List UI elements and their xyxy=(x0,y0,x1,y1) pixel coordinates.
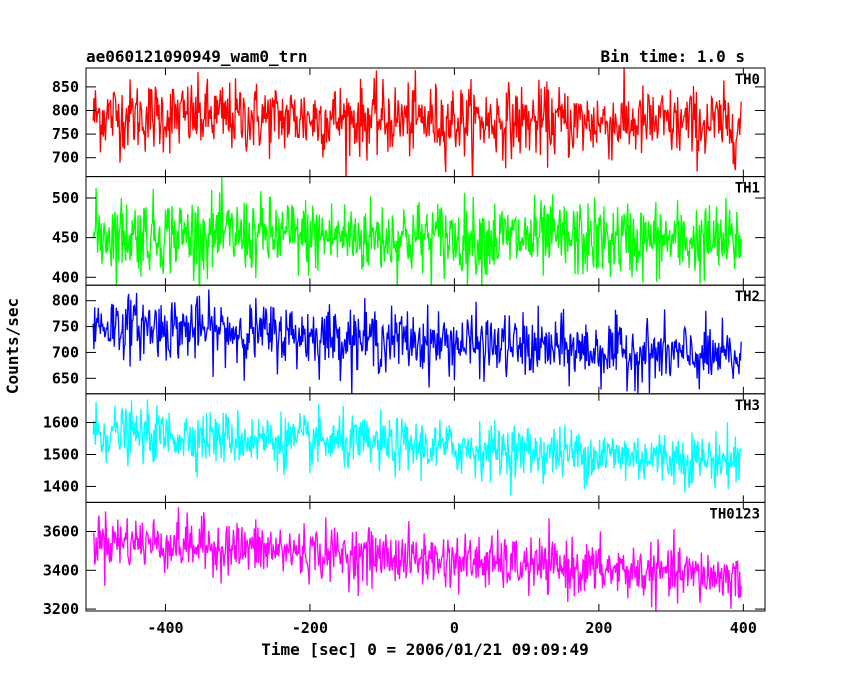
series-line-th0123 xyxy=(92,507,742,611)
x-tick-label: 0 xyxy=(450,619,459,637)
y-tick-label-th0123: 3400 xyxy=(43,561,79,579)
y-tick-label-th1: 450 xyxy=(52,229,79,247)
y-tick-label-th2: 750 xyxy=(52,318,79,336)
y-tick-label-th3: 1600 xyxy=(43,414,79,432)
x-axis-label: Time [sec] 0 = 2006/01/21 09:09:49 xyxy=(261,640,589,659)
y-tick-label-th1: 400 xyxy=(52,268,79,286)
panel-th1: 400 450 500 TH1 xyxy=(52,176,766,286)
bin-time-label: Bin time: 1.0 s xyxy=(601,47,746,66)
y-tick-label-th0: 850 xyxy=(52,78,79,96)
chart-title: ae060121090949_wam0_trn xyxy=(86,47,308,66)
y-tick-label-th0123: 3600 xyxy=(43,522,79,540)
panel-th0123: 3200 3400 3600 TH0123 xyxy=(43,501,766,618)
series-line-th2 xyxy=(92,289,742,394)
y-tick-label-th2: 700 xyxy=(52,343,79,361)
x-tick-label: -200 xyxy=(292,619,328,637)
panel-label-th0: TH0 xyxy=(735,72,760,88)
y-tick-label-th0: 750 xyxy=(52,125,79,143)
panel-label-th2: TH2 xyxy=(735,289,760,305)
series-line-th0 xyxy=(92,68,742,177)
y-tick-label-th2: 650 xyxy=(52,369,79,387)
y-tick-label-th0: 700 xyxy=(52,149,79,167)
series-line-th3 xyxy=(92,399,742,496)
panel-label-th3: TH3 xyxy=(735,398,760,414)
y-tick-label-th0123: 3200 xyxy=(43,600,79,618)
x-tick-label: 200 xyxy=(585,619,612,637)
x-tick-label: -400 xyxy=(147,619,183,637)
panel-th3: 1400 1500 1600 TH3 xyxy=(43,393,766,503)
panels-group: 700 750 800 850 TH0 400 450 500 TH1 650 700 750 800 T… xyxy=(43,67,766,637)
y-tick-label-th2: 800 xyxy=(52,292,79,310)
y-axis-label: Counts/sec xyxy=(3,298,22,394)
series-line-th1 xyxy=(92,176,742,286)
x-tick-label: 400 xyxy=(730,619,757,637)
y-tick-label-th0: 800 xyxy=(52,101,79,119)
y-tick-label-th3: 1400 xyxy=(43,477,79,495)
panel-label-th0123: TH0123 xyxy=(709,506,760,522)
y-tick-label-th3: 1500 xyxy=(43,445,79,463)
panel-frame-th0123 xyxy=(85,501,766,612)
panel-th0: 700 750 800 850 TH0 xyxy=(52,67,766,178)
panel-label-th1: TH1 xyxy=(735,181,760,197)
panel-th2: 650 700 750 800 TH2 xyxy=(52,284,766,395)
y-tick-label-th1: 500 xyxy=(52,189,79,207)
